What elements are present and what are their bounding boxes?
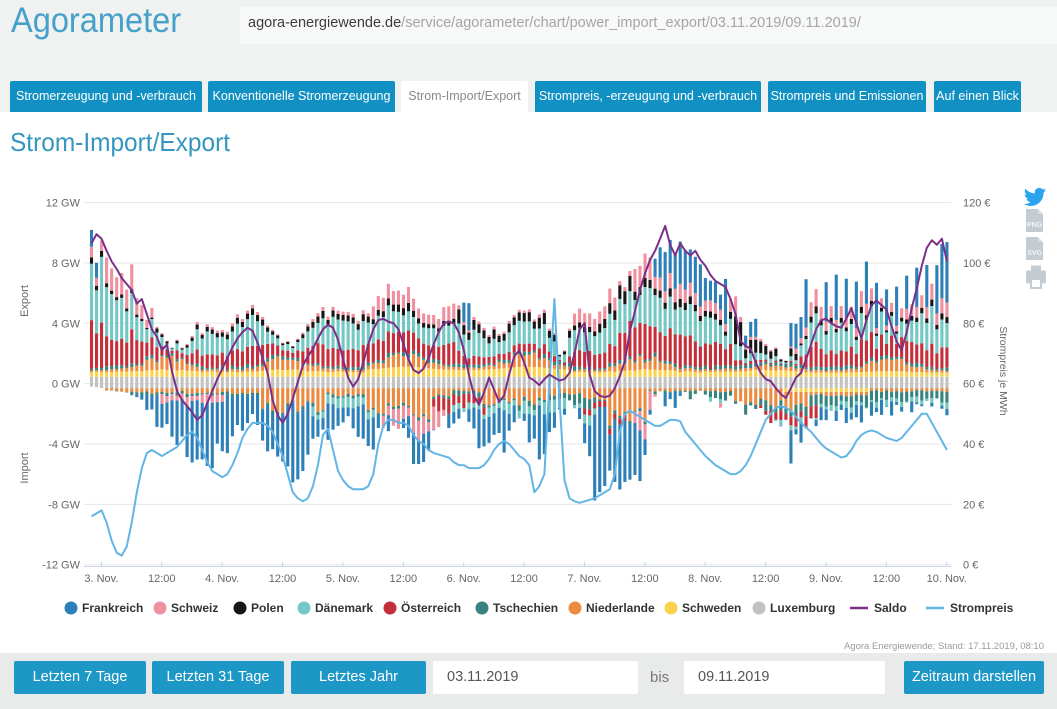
svg-text:6. Nov.: 6. Nov. — [447, 573, 481, 585]
svg-text:SVG: SVG — [1027, 250, 1042, 257]
svg-text:4. Nov.: 4. Nov. — [205, 573, 239, 585]
svg-text:-4 GW: -4 GW — [48, 439, 80, 451]
svg-text:100 €: 100 € — [963, 258, 991, 270]
svg-text:Österreich: Österreich — [401, 600, 461, 615]
svg-text:12:00: 12:00 — [873, 573, 901, 585]
svg-text:Schweden: Schweden — [682, 601, 741, 615]
svg-text:Export: Export — [19, 285, 31, 317]
svg-text:Frankreich: Frankreich — [82, 601, 143, 615]
svg-text:-8 GW: -8 GW — [48, 499, 80, 511]
svg-text:0 GW: 0 GW — [52, 379, 81, 391]
svg-text:Schweiz: Schweiz — [171, 601, 218, 615]
svg-text:Dänemark: Dänemark — [315, 601, 373, 615]
svg-text:Luxemburg: Luxemburg — [770, 601, 835, 615]
svg-text:12:00: 12:00 — [148, 573, 176, 585]
svg-text:Polen: Polen — [251, 601, 284, 615]
svg-text:Strompreis je MWh: Strompreis je MWh — [997, 326, 1009, 415]
svg-text:12:00: 12:00 — [269, 573, 297, 585]
svg-text:Tschechien: Tschechien — [493, 601, 558, 615]
svg-text:3. Nov.: 3. Nov. — [84, 573, 118, 585]
svg-text:40 €: 40 € — [963, 439, 984, 451]
svg-text:7. Nov.: 7. Nov. — [567, 573, 601, 585]
svg-text:120 €: 120 € — [963, 198, 991, 210]
svg-text:8. Nov.: 8. Nov. — [688, 573, 722, 585]
svg-text:Strompreis: Strompreis — [950, 601, 1014, 615]
svg-text:Saldo: Saldo — [874, 601, 907, 615]
svg-text:Agora Energiewende; Stand: 17.: Agora Energiewende; Stand: 17.11.2019, 0… — [844, 641, 1044, 652]
svg-text:8 GW: 8 GW — [52, 258, 81, 270]
svg-text:-12 GW: -12 GW — [42, 560, 81, 572]
svg-text:60 €: 60 € — [963, 379, 984, 391]
svg-text:9. Nov.: 9. Nov. — [809, 573, 843, 585]
svg-text:PNG: PNG — [1027, 222, 1043, 229]
svg-text:12:00: 12:00 — [631, 573, 659, 585]
svg-text:12:00: 12:00 — [510, 573, 538, 585]
svg-text:5. Nov.: 5. Nov. — [326, 573, 360, 585]
svg-text:0 €: 0 € — [963, 560, 978, 572]
svg-text:10. Nov.: 10. Nov. — [927, 573, 967, 585]
svg-text:Niederlande: Niederlande — [586, 601, 655, 615]
svg-text:20 €: 20 € — [963, 499, 984, 511]
svg-text:12:00: 12:00 — [752, 573, 780, 585]
svg-text:Import: Import — [19, 452, 31, 483]
svg-text:12 GW: 12 GW — [46, 198, 81, 210]
svg-text:80 €: 80 € — [963, 318, 984, 330]
svg-text:4 GW: 4 GW — [52, 318, 81, 330]
svg-text:12:00: 12:00 — [390, 573, 418, 585]
